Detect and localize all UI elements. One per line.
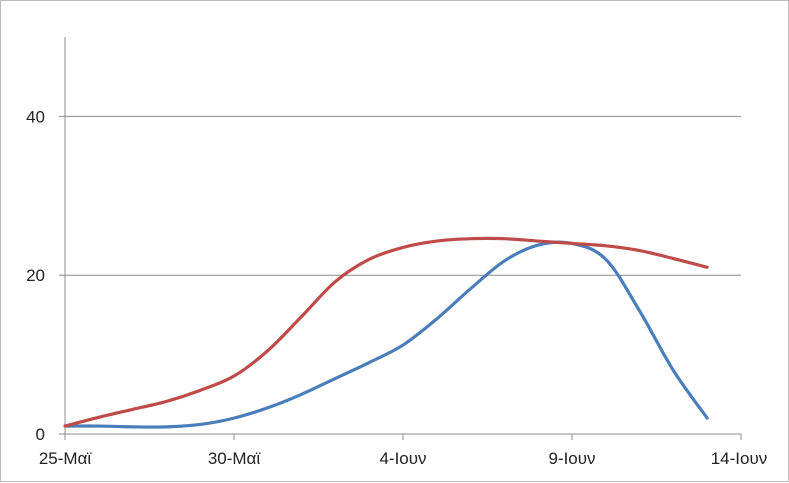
y-tick-label: 20	[26, 266, 45, 285]
series-lines	[63, 236, 709, 429]
gridlines	[59, 115, 742, 440]
x-tick-label: 25-Μαϊ	[39, 449, 93, 468]
x-tick-label: 30-Μαϊ	[208, 449, 262, 468]
y-tick-label: 40	[26, 107, 45, 126]
axes	[64, 37, 741, 435]
x-tick-label: 9-Ιουν	[548, 449, 595, 468]
series-line-2	[63, 236, 709, 428]
x-tick-label: 4-Ιουν	[379, 449, 426, 468]
x-tick-label: 14-Ιουν	[711, 449, 768, 468]
series-line-1	[63, 240, 709, 429]
y-tick-labels: 0 20 40	[26, 107, 45, 444]
y-tick-label: 0	[36, 425, 45, 444]
x-tick-labels: 25-Μαϊ 30-Μαϊ 4-Ιουν 9-Ιουν 14-Ιουν	[39, 449, 767, 468]
